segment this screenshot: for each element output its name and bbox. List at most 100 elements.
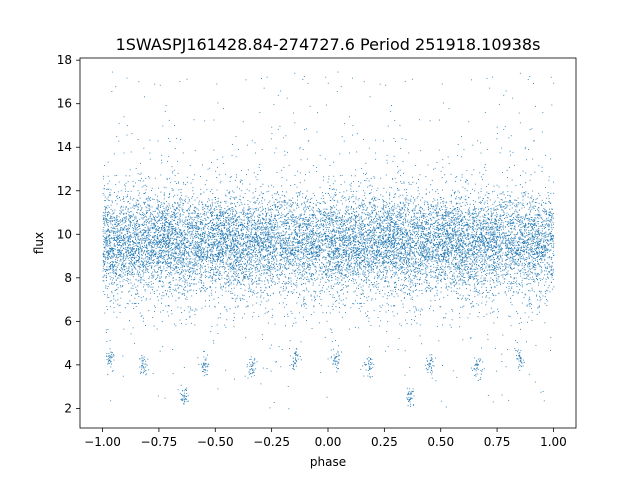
data-point (122, 243, 123, 245)
data-point (134, 182, 136, 184)
data-point (537, 242, 539, 243)
data-point (223, 213, 225, 215)
data-point (184, 245, 186, 247)
data-point (359, 226, 361, 228)
data-point (373, 250, 375, 252)
data-point (368, 251, 370, 253)
data-point (320, 212, 322, 214)
data-point (398, 242, 400, 244)
data-point (138, 253, 139, 254)
data-point (468, 252, 470, 254)
data-point (225, 200, 227, 202)
data-point (445, 258, 446, 260)
data-point (158, 256, 160, 258)
data-point (205, 268, 206, 270)
data-point (438, 340, 440, 342)
data-point (210, 269, 212, 271)
data-point (175, 252, 176, 254)
data-point (459, 255, 461, 256)
data-point (515, 252, 517, 254)
data-point (233, 273, 235, 274)
data-point (435, 287, 437, 289)
data-point (198, 242, 200, 243)
data-point (400, 258, 402, 259)
data-point (109, 256, 111, 257)
data-point (375, 230, 376, 232)
data-point (471, 270, 473, 272)
data-point (517, 220, 518, 222)
data-point (308, 227, 310, 229)
data-point (325, 270, 327, 271)
data-point (236, 257, 238, 259)
data-point (504, 264, 505, 266)
data-point (201, 201, 203, 203)
data-point (407, 219, 409, 221)
data-point (270, 245, 271, 247)
data-point (514, 199, 515, 201)
data-point (157, 235, 159, 237)
data-point (406, 272, 407, 274)
data-point (289, 199, 291, 201)
data-point (374, 276, 376, 278)
data-point (149, 222, 150, 224)
data-point (378, 250, 379, 252)
data-point (546, 248, 548, 250)
data-point (235, 298, 237, 300)
data-point (182, 225, 184, 227)
data-point (465, 244, 466, 246)
data-point (221, 244, 223, 246)
data-point (481, 254, 483, 255)
data-point (380, 194, 382, 196)
data-point (308, 171, 310, 173)
data-point (113, 220, 115, 221)
data-point (386, 210, 388, 212)
data-point (365, 247, 366, 248)
data-point (416, 261, 418, 263)
data-point (282, 252, 284, 254)
data-point (457, 247, 459, 249)
data-point (540, 232, 542, 234)
data-point (232, 236, 234, 238)
data-point (372, 211, 373, 213)
data-point (111, 238, 113, 240)
data-point (247, 247, 249, 249)
data-point (370, 227, 372, 228)
data-point (285, 243, 286, 245)
data-point (190, 309, 192, 311)
data-point (264, 290, 266, 291)
data-point (107, 245, 109, 247)
data-point (385, 261, 387, 263)
data-point (311, 263, 313, 265)
data-point (180, 272, 182, 274)
data-point (162, 213, 164, 215)
data-point (324, 220, 325, 222)
data-point (318, 238, 319, 240)
data-point (402, 236, 403, 237)
data-point (143, 317, 144, 319)
data-point (261, 258, 263, 260)
data-point (258, 261, 260, 263)
data-point (319, 266, 321, 268)
data-point (455, 210, 457, 212)
data-point (305, 174, 306, 176)
data-point (514, 248, 515, 250)
data-point (446, 240, 448, 242)
data-point (545, 219, 547, 221)
data-point (414, 275, 416, 277)
data-point (377, 214, 379, 216)
data-point (189, 275, 191, 277)
data-point (488, 246, 490, 247)
data-point (187, 306, 189, 308)
data-point (239, 256, 241, 258)
data-point (525, 257, 527, 258)
data-point (161, 162, 163, 164)
data-point (345, 275, 346, 277)
data-point (365, 281, 367, 283)
data-point (240, 242, 242, 244)
data-point (362, 293, 364, 295)
data-point (540, 215, 542, 217)
data-point (232, 268, 233, 270)
data-point (484, 217, 486, 218)
data-point (172, 295, 173, 297)
data-point (451, 247, 453, 249)
